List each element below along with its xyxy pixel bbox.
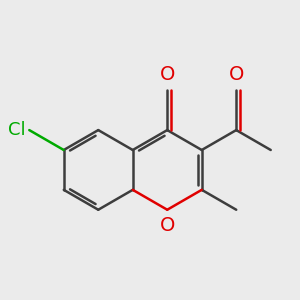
Text: Cl: Cl [8,121,25,139]
Text: O: O [160,65,175,84]
Text: O: O [229,65,244,84]
Text: O: O [160,216,175,235]
